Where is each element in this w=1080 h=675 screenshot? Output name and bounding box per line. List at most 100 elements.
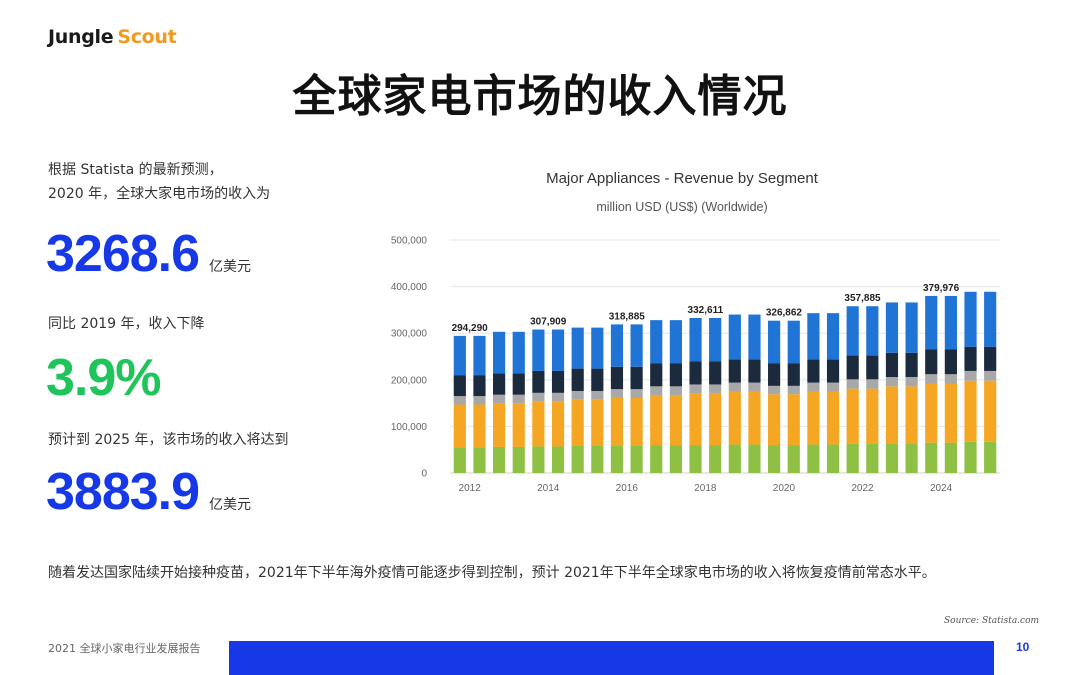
bar-segment-0 [669, 445, 682, 473]
chart-y-axis: 0 100,000 200,000 300,000 400,000 500,000 [391, 236, 428, 480]
bar-segment-5 [748, 359, 761, 383]
bar-segment-0 [650, 445, 663, 473]
bar-segment-6 [512, 331, 525, 374]
page-number: 10 [1016, 640, 1030, 654]
bar-segment-0 [964, 441, 977, 473]
forecast-text: 预计到 2025 年，该市场的收入将达到 [48, 432, 289, 448]
bar-segment-4 [728, 382, 741, 392]
bar-segment-6 [610, 324, 624, 367]
chart-x-axis: 2012 2014 2016 2018 2020 2022 2024 [459, 483, 953, 494]
bar-segment-4 [787, 385, 800, 395]
bar-segment-6 [709, 318, 722, 362]
bar-segment-4 [807, 382, 820, 392]
intro-line-2: 2020 年，全球大家电市场的收入为 [48, 186, 271, 202]
bar-segment-6 [650, 320, 663, 364]
y-tick-label: 0 [421, 469, 427, 480]
data-label: 294,290 [452, 323, 489, 334]
revenue-2025-unit: 亿美元 [209, 497, 252, 513]
bar-segment-6 [493, 331, 506, 374]
bar-segment-0 [925, 442, 938, 473]
bar-segment-4 [866, 379, 879, 389]
bar-segment-6 [453, 335, 466, 376]
bar-segment-2 [885, 386, 899, 444]
bar-segment-4 [768, 385, 781, 395]
bar-segment-2 [453, 404, 466, 448]
bar-segment-5 [964, 346, 977, 371]
bar-segment-6 [866, 306, 879, 356]
bar-segment-2 [846, 388, 859, 444]
x-tick-label: 2016 [616, 483, 639, 494]
bar-segment-6 [551, 329, 565, 371]
bar-segment-4 [630, 389, 643, 398]
bar-segment-6 [984, 291, 997, 347]
bar-segment-5 [728, 359, 741, 383]
bar-segment-5 [709, 361, 722, 385]
bar-segment-4 [473, 396, 486, 405]
bar-segment-5 [493, 373, 506, 395]
bar-segment-0 [571, 445, 584, 473]
bar-segment-2 [905, 386, 918, 444]
bar-segment-2 [807, 391, 820, 445]
chart-bars [453, 291, 997, 473]
bar-segment-4 [689, 384, 702, 394]
bar-segment-2 [925, 383, 938, 443]
data-label: 357,885 [844, 293, 881, 304]
bar-segment-4 [551, 392, 565, 402]
logo-part-jungle: Jungle [48, 26, 114, 48]
bar-segment-6 [591, 327, 604, 369]
bar-segment-5 [866, 355, 879, 380]
bar-segment-2 [944, 383, 957, 443]
y-tick-label: 200,000 [391, 375, 428, 386]
bar-segment-2 [709, 393, 722, 446]
bar-segment-0 [689, 445, 702, 473]
bar-segment-0 [866, 443, 879, 473]
footnote: 随着发达国家陆续开始接种疫苗，2021年下半年海外疫情可能逐步得到控制，预计 2… [48, 565, 936, 581]
x-tick-label: 2018 [694, 483, 717, 494]
bar-segment-4 [571, 390, 584, 400]
decline-value: 3.9% [46, 349, 162, 407]
bar-segment-6 [807, 313, 820, 360]
bar-segment-6 [571, 327, 584, 369]
bar-segment-0 [728, 444, 741, 473]
bar-segment-2 [551, 401, 565, 447]
bar-segment-4 [748, 382, 761, 392]
bar-segment-5 [905, 352, 918, 378]
bar-segment-2 [591, 399, 604, 446]
bar-segment-0 [493, 446, 506, 473]
revenue-2020-stat: 3268.6 亿美元 [46, 228, 251, 293]
bar-segment-2 [650, 395, 663, 446]
footer-accent-bar [229, 641, 994, 675]
bar-segment-4 [591, 390, 604, 400]
y-tick-label: 400,000 [391, 282, 428, 293]
decline-text: 同比 2019 年，收入下降 [48, 316, 205, 332]
bar-segment-0 [709, 445, 722, 473]
bar-segment-2 [512, 403, 525, 447]
bar-segment-5 [610, 366, 624, 390]
bar-segment-0 [807, 444, 820, 473]
bar-segment-2 [610, 397, 624, 446]
bar-segment-2 [787, 394, 800, 446]
bar-segment-0 [591, 445, 604, 473]
bar-segment-5 [846, 355, 859, 380]
bar-segment-5 [551, 370, 565, 393]
bar-segment-2 [728, 391, 741, 445]
bar-segment-2 [866, 388, 879, 444]
bar-segment-2 [964, 380, 977, 442]
bar-segment-2 [532, 401, 545, 447]
bar-segment-4 [964, 370, 977, 381]
bar-segment-4 [925, 374, 938, 384]
jungle-scout-logo: Jungle Scout [48, 26, 177, 48]
bar-segment-6 [905, 302, 918, 353]
bar-segment-6 [964, 291, 977, 347]
bar-segment-5 [512, 373, 525, 395]
bar-segment-5 [473, 375, 486, 397]
bar-segment-0 [826, 444, 840, 473]
bar-segment-6 [532, 329, 545, 371]
bar-segment-4 [905, 377, 918, 387]
bar-segment-2 [669, 395, 682, 446]
data-label: 326,862 [766, 308, 803, 319]
y-tick-label: 500,000 [391, 236, 428, 247]
bar-segment-2 [768, 394, 781, 446]
bar-segment-5 [925, 349, 938, 375]
bar-segment-0 [944, 442, 957, 473]
